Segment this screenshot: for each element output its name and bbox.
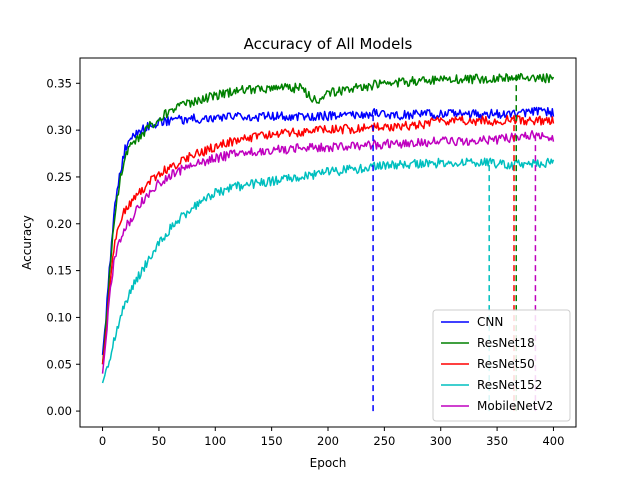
x-tick-label: 250 — [373, 434, 395, 448]
legend-box — [432, 309, 571, 422]
x-tick-label: 150 — [261, 434, 283, 448]
x-tick-label: 100 — [204, 434, 226, 448]
legend-label: ResNet18 — [477, 336, 535, 350]
series-line-mobilenetv2 — [101, 130, 555, 374]
series-line-cnn — [101, 106, 555, 355]
x-tick-label: 200 — [317, 434, 339, 448]
x-tick-label: 400 — [542, 434, 564, 448]
legend: CNN ResNet18 ResNet50 ResNet152 MobileNetV2 — [432, 309, 571, 422]
legend-label: ResNet152 — [477, 378, 542, 392]
series-line-resnet50 — [101, 114, 555, 365]
series-line-resnet18 — [101, 72, 555, 365]
legend-label: ResNet50 — [477, 357, 535, 371]
legend-label: CNN — [477, 315, 503, 329]
x-axis-label: Epoch — [310, 456, 347, 470]
series-layer — [101, 72, 555, 384]
y-tick-label: 0.20 — [46, 217, 72, 231]
chart-title: Accuracy of All Models — [244, 35, 413, 53]
x-tick-label: 0 — [99, 434, 106, 448]
y-axis-ticks: 0.00 0.05 0.10 0.15 0.20 0.25 0.30 0.35 — [46, 76, 80, 418]
y-tick-label: 0.35 — [46, 76, 72, 90]
y-tick-label: 0.10 — [46, 310, 72, 324]
y-tick-label: 0.00 — [46, 404, 72, 418]
y-tick-label: 0.30 — [46, 123, 72, 137]
x-tick-label: 350 — [486, 434, 508, 448]
y-tick-label: 0.05 — [46, 357, 72, 371]
x-tick-label: 50 — [152, 434, 167, 448]
x-tick-label: 300 — [430, 434, 452, 448]
y-axis-label: Accuracy — [20, 215, 34, 270]
x-axis-ticks: 0 50 100 150 200 250 300 350 400 — [99, 427, 564, 448]
y-tick-label: 0.15 — [46, 264, 72, 278]
series-line-resnet152 — [101, 157, 555, 384]
legend-label: MobileNetV2 — [477, 399, 553, 413]
y-tick-label: 0.25 — [46, 170, 72, 184]
